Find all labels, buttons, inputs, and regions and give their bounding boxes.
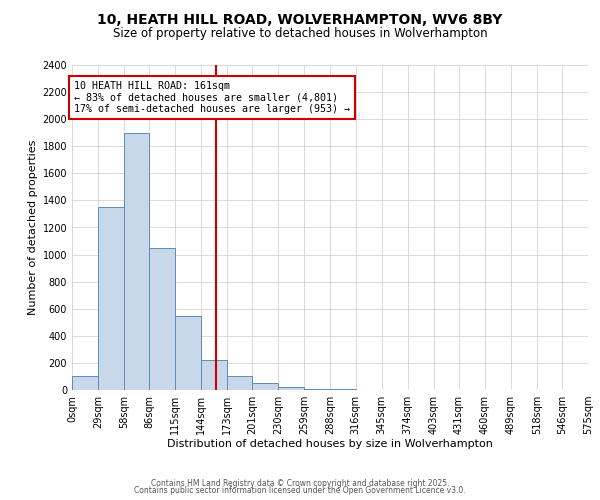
Text: 10 HEATH HILL ROAD: 161sqm
← 83% of detached houses are smaller (4,801)
17% of s: 10 HEATH HILL ROAD: 161sqm ← 83% of deta… xyxy=(74,81,350,114)
Bar xyxy=(98,207,124,390)
Bar xyxy=(124,132,149,390)
Bar xyxy=(175,316,201,390)
Text: Size of property relative to detached houses in Wolverhampton: Size of property relative to detached ho… xyxy=(113,28,487,40)
Bar xyxy=(253,383,278,390)
Text: Contains HM Land Registry data © Crown copyright and database right 2025.: Contains HM Land Registry data © Crown c… xyxy=(151,478,449,488)
Bar xyxy=(201,360,227,390)
Text: Contains public sector information licensed under the Open Government Licence v3: Contains public sector information licen… xyxy=(134,486,466,495)
Bar xyxy=(72,376,98,390)
Bar xyxy=(304,388,331,390)
Bar xyxy=(149,248,175,390)
Bar xyxy=(278,388,304,390)
X-axis label: Distribution of detached houses by size in Wolverhampton: Distribution of detached houses by size … xyxy=(167,438,493,448)
Bar xyxy=(227,376,253,390)
Y-axis label: Number of detached properties: Number of detached properties xyxy=(28,140,38,315)
Text: 10, HEATH HILL ROAD, WOLVERHAMPTON, WV6 8BY: 10, HEATH HILL ROAD, WOLVERHAMPTON, WV6 … xyxy=(97,12,503,26)
